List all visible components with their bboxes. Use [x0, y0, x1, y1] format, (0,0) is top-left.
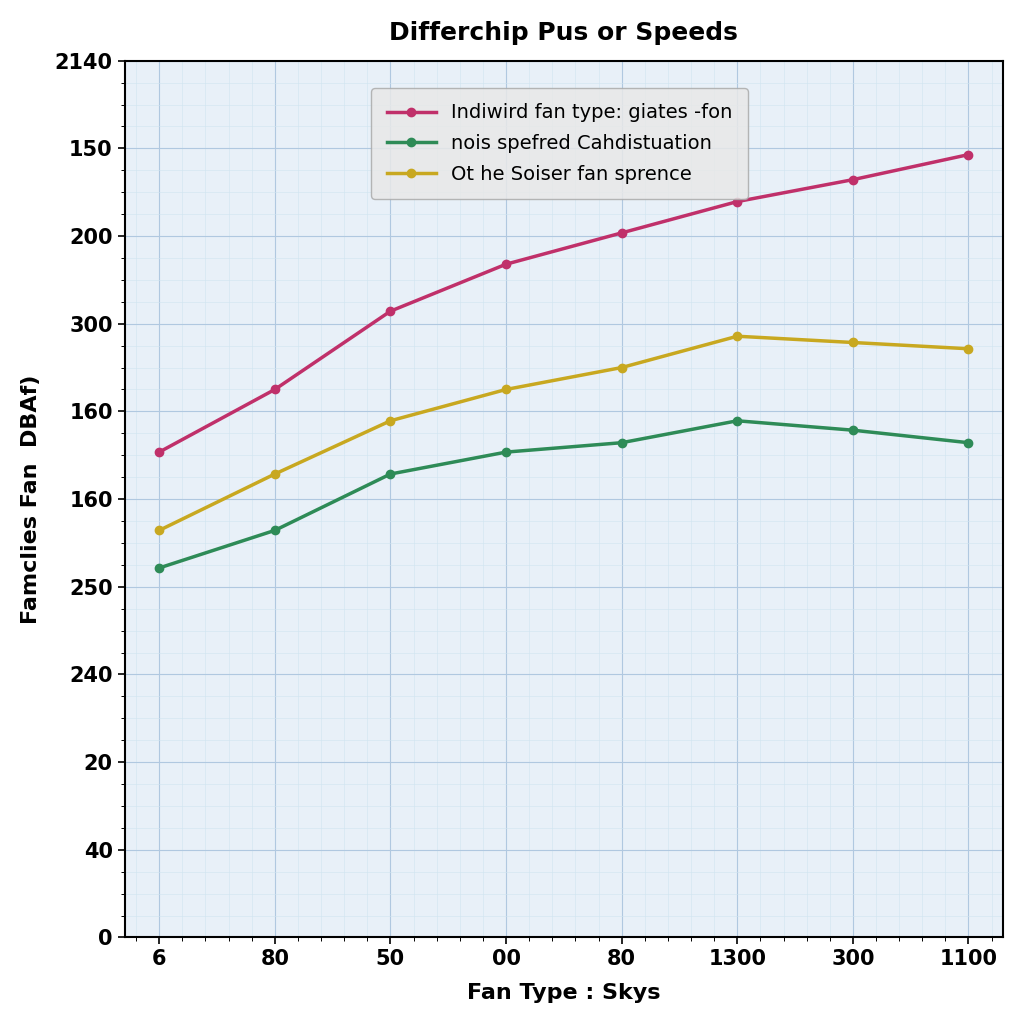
Indiwird fan type: giates -fon: (6, 242): giates -fon: (6, 242) — [847, 173, 859, 185]
Line: nois spefred Cahdistuation: nois spefred Cahdistuation — [155, 417, 973, 572]
Ot he Soiser fan sprence — [268, 468, 281, 480]
Line: Ot he Soiser fan sprence: Ot he Soiser fan sprence — [155, 332, 973, 535]
nois spefred Cahdistuation — [731, 415, 743, 427]
Ot he Soiser fan sprence — [731, 330, 743, 342]
nois spefred Cahdistuation — [153, 562, 165, 574]
Indiwird fan type: giates -fon: (4, 225): giates -fon: (4, 225) — [615, 226, 628, 239]
nois spefred Cahdistuation — [963, 436, 975, 449]
nois spefred Cahdistuation — [500, 446, 512, 459]
Indiwird fan type: giates -fon: (0, 155): giates -fon: (0, 155) — [153, 446, 165, 459]
nois spefred Cahdistuation — [847, 424, 859, 436]
Ot he Soiser fan sprence — [963, 343, 975, 355]
Ot he Soiser fan sprence — [500, 383, 512, 395]
Legend: Indiwird fan type: giates -fon, nois spefred Cahdistuation, Ot he Soiser fan spr: Indiwird fan type: giates -fon, nois spe… — [372, 88, 749, 200]
Indiwird fan type: giates -fon: (7, 250): giates -fon: (7, 250) — [963, 148, 975, 161]
Ot he Soiser fan sprence — [615, 361, 628, 374]
nois spefred Cahdistuation — [268, 524, 281, 537]
nois spefred Cahdistuation — [615, 436, 628, 449]
Ot he Soiser fan sprence — [847, 336, 859, 348]
Indiwird fan type: giates -fon: (3, 215): giates -fon: (3, 215) — [500, 258, 512, 270]
nois spefred Cahdistuation — [384, 468, 396, 480]
Indiwird fan type: giates -fon: (1, 175): giates -fon: (1, 175) — [268, 383, 281, 395]
Ot he Soiser fan sprence — [153, 524, 165, 537]
X-axis label: Fan Type : Skys: Fan Type : Skys — [467, 983, 660, 1004]
Title: Differchip Pus or Speeds: Differchip Pus or Speeds — [389, 20, 738, 45]
Indiwird fan type: giates -fon: (5, 235): giates -fon: (5, 235) — [731, 196, 743, 208]
Y-axis label: Famclies Fan  DBAf): Famclies Fan DBAf) — [20, 375, 41, 624]
Indiwird fan type: giates -fon: (2, 200): giates -fon: (2, 200) — [384, 305, 396, 317]
Line: Indiwird fan type: giates -fon: Indiwird fan type: giates -fon — [155, 151, 973, 457]
Ot he Soiser fan sprence — [384, 415, 396, 427]
